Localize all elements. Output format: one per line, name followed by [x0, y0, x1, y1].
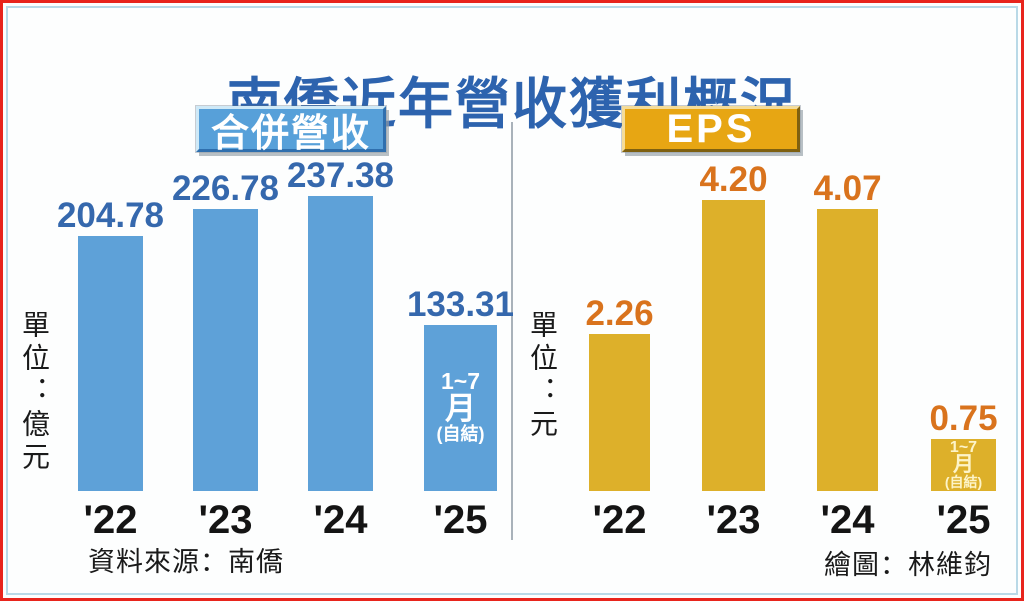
bar-period-note: 1~7 月 (自結) — [944, 439, 983, 491]
eps-legend-badge: EPS — [622, 106, 800, 152]
revenue-bar-22: 204.78 '22 — [57, 198, 164, 540]
bar-value-label: 237.38 — [286, 156, 395, 195]
x-axis-label: '25 — [936, 498, 991, 542]
bar-period-note: 1~7 月 (自結) — [436, 368, 485, 445]
revenue-bar-24: 237.38 '24 — [287, 158, 394, 540]
eps-bar-24: 4.07 '24 — [813, 171, 881, 540]
bar-value-label: 133.31 — [406, 285, 515, 324]
eps-bar-22: 2.26 '22 — [585, 296, 653, 540]
x-axis-label: '24 — [313, 498, 368, 542]
bar-value-label: 0.75 — [929, 399, 998, 438]
bar-value-label: 226.78 — [171, 169, 280, 208]
panel-divider-line — [511, 122, 513, 540]
illustrator-credit: 繪圖：林維鈞 — [824, 550, 992, 580]
x-axis-label: '23 — [706, 498, 761, 542]
x-axis-label: '22 — [592, 498, 647, 542]
revenue-legend-badge: 合併營收 — [196, 106, 386, 155]
eps-bar-25: 0.75 1~7 月 (自結) '25 — [929, 401, 997, 540]
x-axis-label: '24 — [820, 498, 875, 542]
bar-value-label: 204.78 — [56, 196, 165, 235]
bar-value-label: 2.26 — [585, 294, 654, 333]
x-axis-label: '23 — [198, 498, 253, 542]
eps-unit-label: 單位：元 — [527, 310, 558, 442]
eps-bar-23: 4.20 '23 — [699, 162, 767, 540]
bar-value-label: 4.07 — [813, 169, 882, 208]
revenue-bar-23: 226.78 '23 — [172, 171, 279, 540]
source-note: 資料來源：南僑 — [88, 547, 284, 577]
revenue-bar-25: 133.31 1~7 月 (自結) '25 — [407, 287, 514, 540]
x-axis-label: '25 — [433, 498, 488, 542]
bar-value-label: 4.20 — [699, 160, 768, 199]
revenue-unit-label: 單位：億元 — [19, 310, 50, 475]
x-axis-label: '22 — [83, 498, 138, 542]
